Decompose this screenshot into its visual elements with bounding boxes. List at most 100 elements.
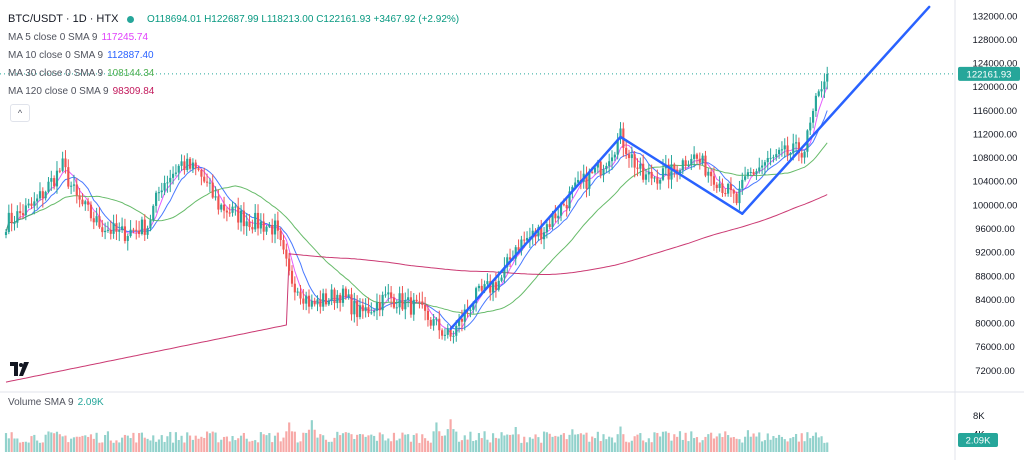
volume-bar <box>540 442 543 452</box>
volume-bar <box>174 432 177 452</box>
candle-body <box>123 226 127 241</box>
candle-body <box>571 186 574 192</box>
candle-body <box>715 184 718 188</box>
candle-body <box>551 213 554 228</box>
volume-bar <box>84 435 87 452</box>
candle-body <box>81 199 84 205</box>
volume-bar <box>24 441 27 452</box>
volume-bar <box>792 437 795 452</box>
candle-body <box>87 201 90 205</box>
volume-bar <box>112 442 115 452</box>
volume-bar <box>296 442 299 452</box>
volume-bar <box>299 441 302 452</box>
volume-bar <box>358 434 362 452</box>
volume-layer <box>4 419 829 452</box>
candle-body <box>803 151 806 158</box>
candle-body <box>727 183 730 194</box>
candle-body <box>245 221 248 227</box>
candle-body <box>205 181 209 183</box>
candle-body <box>698 158 701 163</box>
candle-body <box>336 294 339 304</box>
candle-body <box>41 191 44 199</box>
volume-bar <box>259 432 262 452</box>
candle-body <box>268 224 271 227</box>
candle-body <box>384 294 387 296</box>
candle-body <box>10 212 13 224</box>
volume-bar <box>766 433 769 452</box>
candle-body <box>55 170 59 187</box>
ma120-label: MA 120 close 0 SMA 9 <box>8 86 109 97</box>
ma120-value: 98309.84 <box>112 86 155 97</box>
collapse-legend-button[interactable]: ^ <box>10 104 30 122</box>
volume-bar <box>608 436 611 452</box>
volume-bar <box>149 440 152 452</box>
current-price-tag <box>958 66 1020 81</box>
candle-body <box>548 224 551 228</box>
volume-bar <box>138 433 141 452</box>
ma30-value: 108144.34 <box>107 68 155 79</box>
price-tick-label: 92000.00 <box>975 248 1015 259</box>
price-tick-label: 124000.00 <box>973 59 1018 70</box>
volume-bar <box>602 434 605 452</box>
candle-body <box>157 192 160 194</box>
volume-bar <box>701 440 704 452</box>
candle-body <box>670 164 673 180</box>
volume-bar <box>4 433 8 452</box>
ma30-legend[interactable]: MA 30 close 0 SMA 9 108144.34 <box>8 65 459 83</box>
volume-bar <box>381 434 384 452</box>
volume-bar <box>276 432 279 452</box>
volume-bar <box>520 442 523 452</box>
volume-bar <box>489 442 492 452</box>
candle-body <box>19 211 22 214</box>
candle-body <box>191 162 194 169</box>
candle-body <box>310 300 313 307</box>
candle-body <box>531 230 534 238</box>
ma5-legend[interactable]: MA 5 close 0 SMA 9 117245.74 <box>8 29 459 47</box>
volume-bar <box>121 437 124 452</box>
volume-bar <box>81 435 84 452</box>
candle-body <box>630 154 633 159</box>
candle-body <box>585 173 588 189</box>
candle-body <box>724 193 727 195</box>
volume-bar <box>155 441 158 452</box>
ma10-label: MA 10 close 0 SMA 9 <box>8 50 104 61</box>
candle-body <box>653 177 656 179</box>
volume-bar <box>200 436 203 452</box>
candle-body <box>375 302 379 311</box>
volume-bar <box>749 436 752 452</box>
volume-bar <box>172 442 175 452</box>
candle-body <box>814 95 817 112</box>
candle-body <box>211 182 214 198</box>
volume-bar <box>273 435 277 452</box>
price-tick-label: 76000.00 <box>975 342 1015 353</box>
candle-body <box>166 182 169 184</box>
candle-body <box>435 318 438 320</box>
candle-body <box>177 165 180 173</box>
candle-body <box>775 154 778 158</box>
volume-bar <box>7 438 10 452</box>
volume-bar <box>378 432 381 452</box>
volume-bar <box>707 434 710 452</box>
candle-body <box>316 299 319 305</box>
candle-body <box>659 179 662 184</box>
ma120-legend[interactable]: MA 120 close 0 SMA 9 98309.84 <box>8 83 459 101</box>
volume-bar <box>647 438 650 452</box>
candle-body <box>358 305 362 318</box>
ma10-legend[interactable]: MA 10 close 0 SMA 9 112887.40 <box>8 47 459 65</box>
candle-body <box>353 300 356 315</box>
candle-body <box>319 299 322 307</box>
candle-body <box>350 294 353 315</box>
volume-bar <box>593 438 597 452</box>
candle-body <box>525 237 529 241</box>
candle-body <box>200 169 203 177</box>
volume-bar <box>797 441 800 452</box>
symbol-title[interactable]: BTC/USDT · 1D · HTX <box>8 13 119 25</box>
volume-bar <box>596 431 599 452</box>
candle-body <box>259 221 262 229</box>
volume-bar <box>92 438 95 452</box>
volume-bar <box>412 434 415 452</box>
candle-body <box>823 81 826 90</box>
ma30-label: MA 30 close 0 SMA 9 <box>8 68 104 79</box>
volume-legend[interactable]: Volume SMA 9 2.09K <box>8 397 104 408</box>
